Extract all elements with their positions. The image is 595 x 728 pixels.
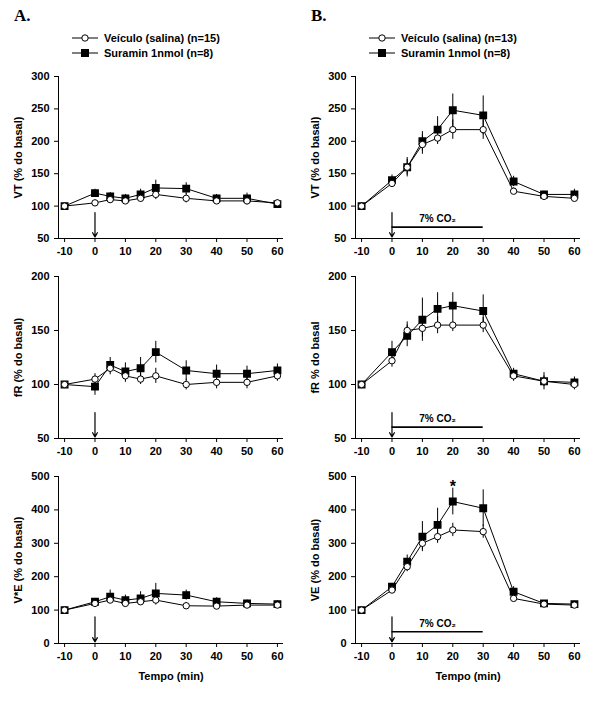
svg-text:100: 100 [31,200,49,212]
svg-text:50: 50 [538,445,550,457]
svg-text:500: 500 [31,470,49,482]
svg-text:50: 50 [538,650,550,662]
html-text:Veículo (salina) (n=15): Veículo (salina) (n=15) [104,31,220,44]
svg-text:0: 0 [389,445,395,457]
svg-text:200: 200 [31,270,49,282]
svg-text:20: 20 [150,245,162,257]
svg-text:-10: -10 [354,650,370,662]
svg-text:200: 200 [328,270,346,282]
svg-text:60: 60 [271,445,283,457]
svg-text:100: 100 [328,604,346,616]
svg-text:60: 60 [568,650,580,662]
svg-text:300: 300 [31,537,49,549]
svg-text:0: 0 [92,650,98,662]
svg-text:0: 0 [43,637,49,649]
svg-text:200: 200 [328,570,346,582]
svg-text:10: 10 [119,445,131,457]
html-text:A.: A. [14,6,31,25]
svg-text:40: 40 [507,650,519,662]
svg-text:0: 0 [92,445,98,457]
svg-text:-10: -10 [57,245,73,257]
svg-text:40: 40 [210,245,222,257]
html-text:B.: B. [311,6,327,25]
svg-text:50: 50 [241,650,253,662]
svg-text:500: 500 [328,470,346,482]
svg-text:7% CO₂: 7% CO₂ [419,213,456,224]
svg-text:20: 20 [447,650,459,662]
svg-text:-10: -10 [57,650,73,662]
svg-text:10: 10 [416,650,428,662]
svg-text:40: 40 [507,245,519,257]
svg-text:300: 300 [328,70,346,82]
svg-text:*: * [450,478,457,495]
svg-text:60: 60 [271,245,283,257]
svg-text:30: 30 [180,650,192,662]
svg-text:7% CO₂: 7% CO₂ [419,618,456,629]
svg-text:VT (% do basal): VT (% do basal) [12,116,24,198]
svg-text:0: 0 [340,637,346,649]
svg-text:20: 20 [447,445,459,457]
svg-text:60: 60 [271,650,283,662]
svg-text:100: 100 [31,378,49,390]
svg-text:200: 200 [31,135,49,147]
svg-text:10: 10 [119,245,131,257]
svg-text:VE (% do basal): VE (% do basal) [309,518,321,601]
svg-text:200: 200 [328,135,346,147]
svg-text:30: 30 [180,445,192,457]
svg-text:50: 50 [241,445,253,457]
svg-text:50: 50 [334,432,346,444]
svg-text:30: 30 [477,650,489,662]
svg-text:0: 0 [389,650,395,662]
svg-text:60: 60 [568,445,580,457]
svg-text:150: 150 [31,167,49,179]
svg-text:-10: -10 [57,445,73,457]
svg-text:150: 150 [328,324,346,336]
svg-text:150: 150 [328,167,346,179]
svg-text:300: 300 [31,70,49,82]
svg-text:100: 100 [328,378,346,390]
svg-text:-10: -10 [354,445,370,457]
svg-text:50: 50 [37,232,49,244]
svg-text:250: 250 [31,102,49,114]
html-text:Veículo (salina) (n=13): Veículo (salina) (n=13) [401,31,517,44]
svg-text:40: 40 [210,650,222,662]
svg-text:10: 10 [416,445,428,457]
svg-text:100: 100 [31,604,49,616]
svg-text:40: 40 [507,445,519,457]
svg-text:50: 50 [241,245,253,257]
svg-text:10: 10 [416,245,428,257]
svg-text:fR % do basal: fR % do basal [309,321,321,393]
svg-text:400: 400 [31,503,49,515]
svg-text:60: 60 [568,245,580,257]
svg-text:50: 50 [37,432,49,444]
svg-text:200: 200 [31,570,49,582]
svg-text:30: 30 [477,445,489,457]
html-text:Suramin 1nmol (n=8): Suramin 1nmol (n=8) [401,46,511,59]
svg-text:0: 0 [389,245,395,257]
svg-text:7% CO₂: 7% CO₂ [419,413,456,424]
svg-text:40: 40 [210,445,222,457]
svg-text:V*E (% do basal): V*E (% do basal) [12,516,24,603]
html-text:Suramin 1nmol (n=8): Suramin 1nmol (n=8) [104,46,214,59]
svg-text:10: 10 [119,650,131,662]
svg-text:400: 400 [328,503,346,515]
svg-text:Tempo (min): Tempo (min) [435,670,501,682]
svg-text:0: 0 [92,245,98,257]
svg-text:150: 150 [31,324,49,336]
svg-text:250: 250 [328,102,346,114]
svg-text:20: 20 [150,445,162,457]
svg-text:100: 100 [328,200,346,212]
svg-text:Tempo (min): Tempo (min) [138,670,204,682]
svg-text:20: 20 [447,245,459,257]
svg-text:VT (% do basal): VT (% do basal) [309,116,321,198]
svg-text:-10: -10 [354,245,370,257]
svg-text:fR (% do basal): fR (% do basal) [12,317,24,397]
svg-text:30: 30 [180,245,192,257]
svg-text:30: 30 [477,245,489,257]
svg-text:300: 300 [328,537,346,549]
svg-text:50: 50 [538,245,550,257]
svg-text:50: 50 [334,232,346,244]
svg-text:20: 20 [150,650,162,662]
